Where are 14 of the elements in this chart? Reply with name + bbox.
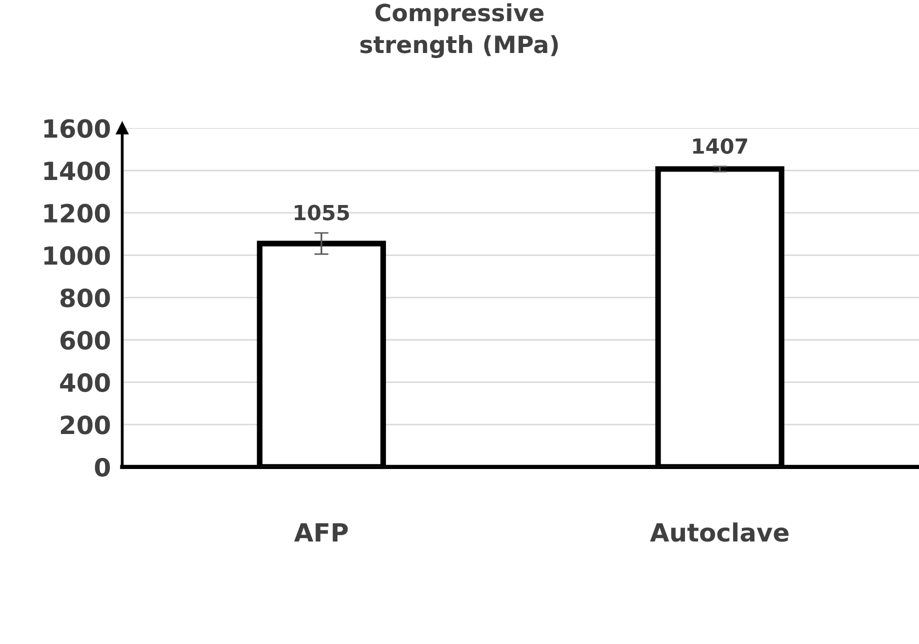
x-tick-label: Autoclave (650, 522, 788, 542)
y-tick-label: 200 (60, 416, 110, 434)
data-label: 1407 (693, 138, 748, 154)
y-tick-label: 800 (60, 288, 110, 308)
x-tick-label: AFP (294, 523, 348, 542)
y-tick-label: 1400 (44, 161, 110, 180)
y-tick-label: 1200 (44, 204, 110, 223)
y-tick-label: 600 (60, 330, 110, 350)
data-label: 1055 (294, 204, 349, 220)
y-tick-label: 1000 (44, 246, 110, 266)
y-tick-label: 0 (94, 458, 110, 477)
y-tick-label: 1600 (44, 119, 110, 138)
y-tick-label: 400 (60, 373, 110, 392)
chart-title: Compressive strength (MPa) (360, 3, 558, 58)
